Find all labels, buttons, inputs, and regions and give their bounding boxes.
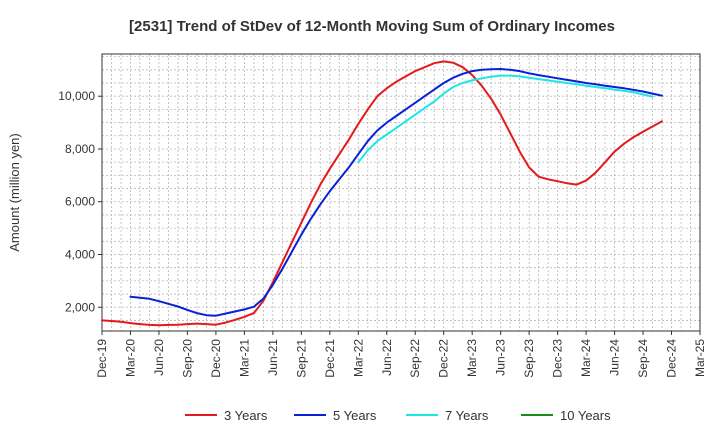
y-axis-ticks: 2,000 4,000 6,000 8,000 10,000 xyxy=(58,89,102,314)
series-lines xyxy=(101,60,663,327)
legend-item-3-years[interactable]: 3 Years xyxy=(185,408,268,423)
x-tick-label: Mar-25 xyxy=(693,339,707,377)
plot-area-border xyxy=(101,53,701,332)
legend-item-10-years[interactable]: 10 Years xyxy=(521,408,611,423)
grid-lines xyxy=(102,54,700,331)
chart-title: [2531] Trend of StDev of 12-Month Moving… xyxy=(129,18,615,35)
x-tick-label: Jun-24 xyxy=(608,339,622,376)
x-tick-label: Mar-20 xyxy=(123,339,137,377)
x-tick-label: Dec-22 xyxy=(437,339,451,378)
legend-label: 7 Years xyxy=(445,408,489,423)
legend[interactable]: 3 Years 5 Years 7 Years 10 Years xyxy=(185,408,611,423)
y-tick-label: 6,000 xyxy=(65,195,95,209)
y-tick-label: 8,000 xyxy=(65,142,95,156)
series-line-7-years xyxy=(357,74,654,164)
legend-item-5-years[interactable]: 5 Years xyxy=(294,408,377,423)
x-tick-label: Sep-20 xyxy=(180,339,194,378)
x-tick-label: Dec-23 xyxy=(551,339,565,378)
legend-label: 3 Years xyxy=(224,408,268,423)
x-axis-ticks: Dec-19 Mar-20 Jun-20 Sep-20 Dec-20 Mar-21 Jun-… xyxy=(95,331,707,378)
y-tick-label: 2,000 xyxy=(65,300,95,314)
x-tick-label: Sep-21 xyxy=(294,339,308,378)
x-tick-label: Dec-21 xyxy=(323,339,337,378)
legend-item-7-years[interactable]: 7 Years xyxy=(406,408,489,423)
y-tick-label: 4,000 xyxy=(65,247,95,261)
x-tick-label: Dec-24 xyxy=(665,339,679,378)
x-tick-label: Mar-24 xyxy=(579,339,593,377)
x-tick-label: Mar-23 xyxy=(465,339,479,377)
x-tick-label: Jun-21 xyxy=(266,339,280,376)
x-tick-label: Dec-20 xyxy=(209,339,223,378)
x-tick-label: Sep-24 xyxy=(636,339,650,378)
legend-label: 10 Years xyxy=(560,408,611,423)
x-tick-label: Sep-22 xyxy=(408,339,422,378)
x-tick-label: Mar-21 xyxy=(237,339,251,377)
series-line-3-years xyxy=(101,60,663,327)
y-tick-label: 10,000 xyxy=(58,89,95,103)
x-tick-label: Sep-23 xyxy=(522,339,536,378)
legend-label: 5 Years xyxy=(333,408,377,423)
x-tick-label: Jun-23 xyxy=(494,339,508,376)
x-tick-label: Jun-22 xyxy=(380,339,394,376)
x-tick-label: Dec-19 xyxy=(95,339,109,378)
series-line-5-years xyxy=(129,68,663,317)
x-tick-label: Mar-22 xyxy=(351,339,365,377)
x-tick-label: Jun-20 xyxy=(152,339,166,376)
y-axis-label: Amount (million yen) xyxy=(7,133,22,252)
